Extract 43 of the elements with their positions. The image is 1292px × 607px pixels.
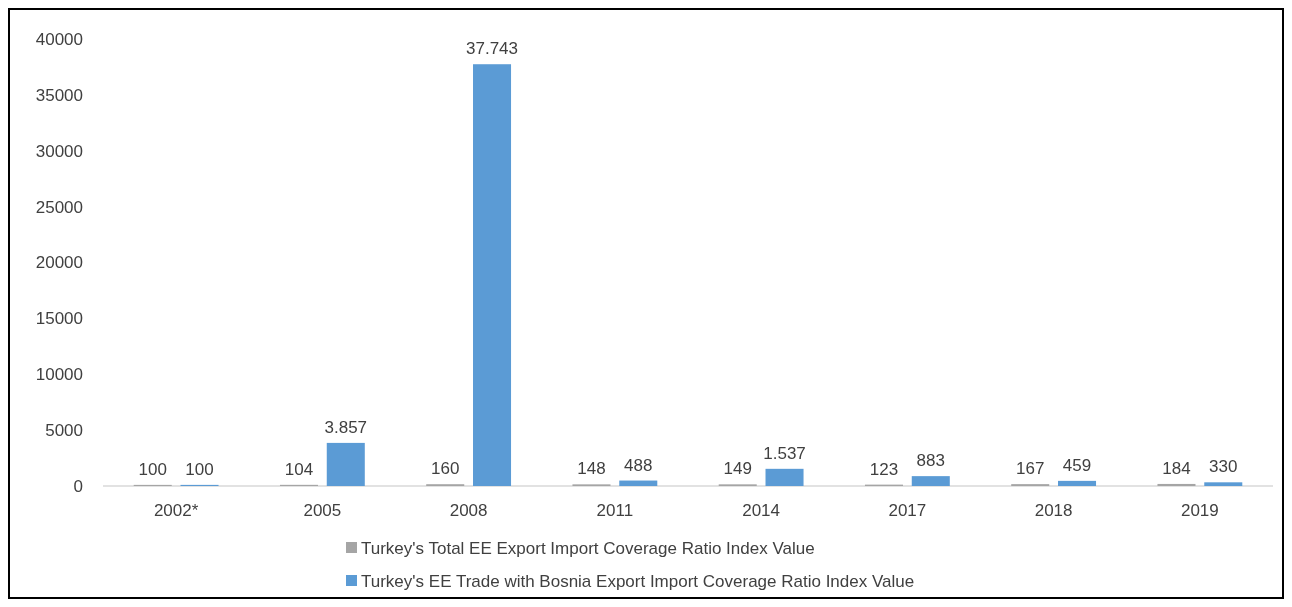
data-label: 100 — [138, 459, 167, 479]
data-label: 3.857 — [324, 417, 368, 437]
legend-label: Turkey's Total EE Export Import Coverage Ratio Index Value — [361, 538, 815, 558]
bar — [326, 442, 365, 486]
y-tick-label: 25000 — [35, 197, 83, 217]
data-label: 37.743 — [466, 39, 519, 59]
data-label: 148 — [577, 459, 606, 479]
y-tick-label: 0 — [73, 476, 83, 496]
data-label: 104 — [284, 459, 314, 479]
y-tick-label: 30000 — [35, 141, 83, 161]
bar — [911, 476, 950, 486]
data-label: 330 — [1209, 457, 1238, 477]
data-label: 459 — [1062, 455, 1092, 475]
x-tick-label: 2019 — [1180, 501, 1219, 520]
x-tick-label: 2008 — [449, 501, 488, 520]
x-tick-label: 2018 — [1034, 501, 1073, 520]
bar — [1157, 483, 1196, 486]
bar — [619, 480, 658, 486]
x-tick-label: 2011 — [596, 501, 634, 520]
legend-label: Turkey's EE Trade with Bosnia Export Import Coverage Ratio Index Value — [361, 571, 915, 591]
x-tick-label: 2002* — [153, 501, 199, 520]
y-tick-label: 40000 — [35, 29, 83, 49]
y-tick-label: 35000 — [35, 85, 83, 105]
data-label: 167 — [1016, 459, 1045, 479]
x-tick-label: 2005 — [303, 501, 342, 520]
data-label: 100 — [185, 459, 214, 479]
bar — [765, 468, 804, 486]
y-tick-label: 15000 — [35, 309, 83, 329]
x-tick-label: 2014 — [742, 501, 781, 520]
bar — [473, 64, 512, 486]
y-tick-label: 20000 — [35, 253, 83, 273]
data-label: 149 — [723, 459, 752, 479]
data-label: 160 — [431, 459, 460, 479]
bar — [1058, 480, 1097, 486]
data-label: 1.537 — [763, 443, 806, 463]
data-label: 488 — [624, 455, 653, 475]
x-tick-label: 2017 — [888, 501, 927, 520]
data-label: 123 — [869, 459, 899, 479]
bar — [1204, 482, 1243, 486]
data-label: 883 — [916, 451, 945, 471]
y-tick-label: 10000 — [35, 365, 83, 385]
data-label: 184 — [1162, 458, 1191, 478]
y-tick-label: 5000 — [45, 421, 83, 441]
